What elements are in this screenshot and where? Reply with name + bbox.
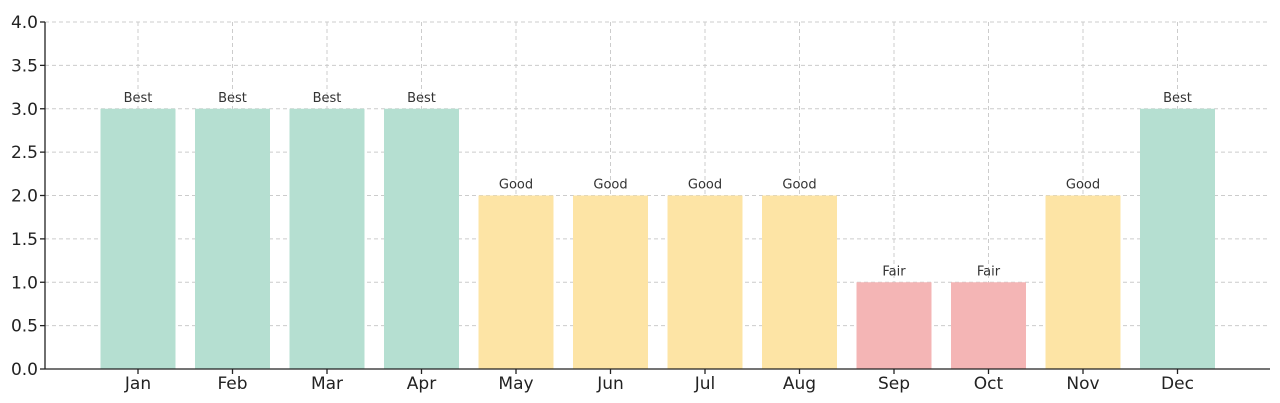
bar-jun [573,195,648,369]
bar-value-label: Good [688,178,722,193]
x-tick-label: Nov [1066,374,1099,394]
bar-value-label: Best [218,91,247,106]
bar-value-label: Best [124,91,153,106]
axes [40,21,1270,374]
x-tick-label: Feb [217,374,247,394]
x-tick-label: Dec [1161,374,1194,394]
y-tick-label: 3.0 [11,100,38,120]
y-tick-label: 2.5 [11,143,38,163]
y-tick-label: 4.0 [11,13,38,33]
x-tick-label: Jun [596,374,624,394]
x-tick-label: May [498,374,533,394]
bar-value-label: Fair [977,264,1001,279]
y-tick-label: 2.0 [11,187,38,207]
bar-value-label: Good [1066,178,1100,193]
y-tick-label: 1.0 [11,273,38,293]
x-tick-label: Sep [878,374,910,394]
bar-jul [667,195,743,369]
bars [100,108,1215,369]
bar-value-label: Best [313,91,342,106]
y-tick-label: 0.0 [11,360,38,380]
bar-mar [289,108,365,369]
bar-labels: Best Best Best Best Good Good Good Good Fair Fair… [124,91,1192,280]
y-tick-labels: 0.0 0.5 1.0 1.5 2.0 2.5 3.0 3.5 4.0 [11,13,38,380]
bar-value-label: Good [782,178,816,193]
bar-sep [856,282,932,369]
bar-feb [195,108,270,369]
bar-apr [384,108,459,369]
x-tick-label: Jan [124,374,151,394]
bar-value-label: Fair [882,264,906,279]
x-tick-labels: Jan Feb Mar Apr May Jun Jul Aug Sep Oct Nov Dec [124,374,1194,394]
x-tick-label: Apr [407,374,436,394]
bar-dec [1140,108,1215,369]
x-tick-label: Mar [311,374,343,394]
bar-value-label: Best [407,91,436,106]
bar-jan [100,108,176,369]
x-tick-label: Aug [783,374,816,394]
y-tick-label: 1.5 [11,230,38,250]
bar-oct [951,282,1026,369]
bar-may [478,195,554,369]
bar-nov [1045,195,1121,369]
bar-value-label: Best [1163,91,1192,106]
y-tick-label: 3.5 [11,56,38,76]
y-tick-label: 0.5 [11,317,38,337]
x-tick-label: Oct [974,374,1004,394]
bar-aug [762,195,837,369]
x-tick-label: Jul [694,374,716,394]
bar-value-label: Good [593,178,627,193]
bar-value-label: Good [499,178,533,193]
